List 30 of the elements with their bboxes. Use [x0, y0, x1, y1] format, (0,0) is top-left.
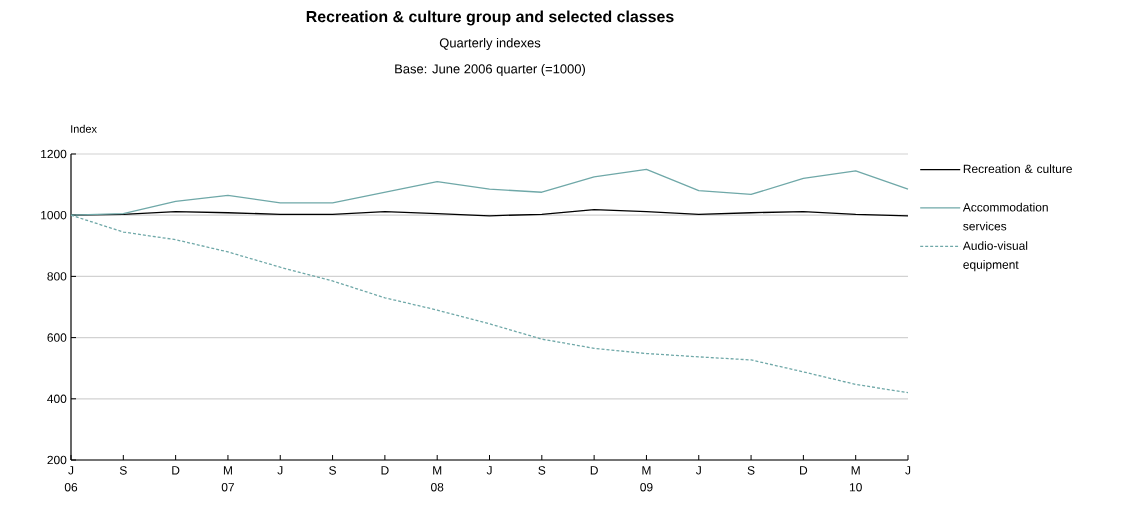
- y-tick-label: 1000: [41, 210, 67, 220]
- x-tick-label: J: [695, 466, 701, 475]
- y-tick-label: 600: [47, 333, 67, 342]
- x-tick-label: D: [381, 466, 389, 475]
- x-tick-label: D: [800, 466, 808, 475]
- x-tick-label: D: [590, 466, 598, 475]
- x-tick-label: M 09: [640, 466, 653, 492]
- x-tick-label: D: [172, 466, 180, 475]
- x-tick-label: J 06: [64, 466, 78, 492]
- y-tick-label: 200: [47, 455, 67, 465]
- y-tick-label: 400: [47, 394, 67, 404]
- legend-label: Audio-visual equipment: [962, 241, 1028, 272]
- x-tick-label: J: [905, 466, 911, 475]
- x-tick-label: M 08: [431, 466, 444, 492]
- y-axis-title: Index: [71, 124, 97, 133]
- x-tick-label: S: [119, 466, 127, 475]
- text: Base: June 2006 quarter (=1000): [395, 63, 585, 77]
- chart-subtitle: Quarterly indexes: [439, 37, 541, 51]
- x-tick-label: S: [538, 466, 546, 475]
- x-tick-label: S: [747, 466, 755, 475]
- x-tick-label: M 10: [849, 466, 862, 492]
- chart-title: Recreation & culture group and selected classes: [306, 10, 674, 26]
- x-tick-label: M 07: [221, 466, 234, 492]
- x-tick-label: S: [329, 466, 336, 475]
- legend-label: Accommodation services: [962, 202, 1048, 231]
- y-tick-label: 800: [47, 272, 67, 281]
- y-tick-label: 1200: [41, 149, 67, 159]
- x-tick-label: J: [277, 466, 283, 475]
- x-tick-label: J: [486, 466, 492, 475]
- legend-label: Recreation & culture: [963, 164, 1072, 174]
